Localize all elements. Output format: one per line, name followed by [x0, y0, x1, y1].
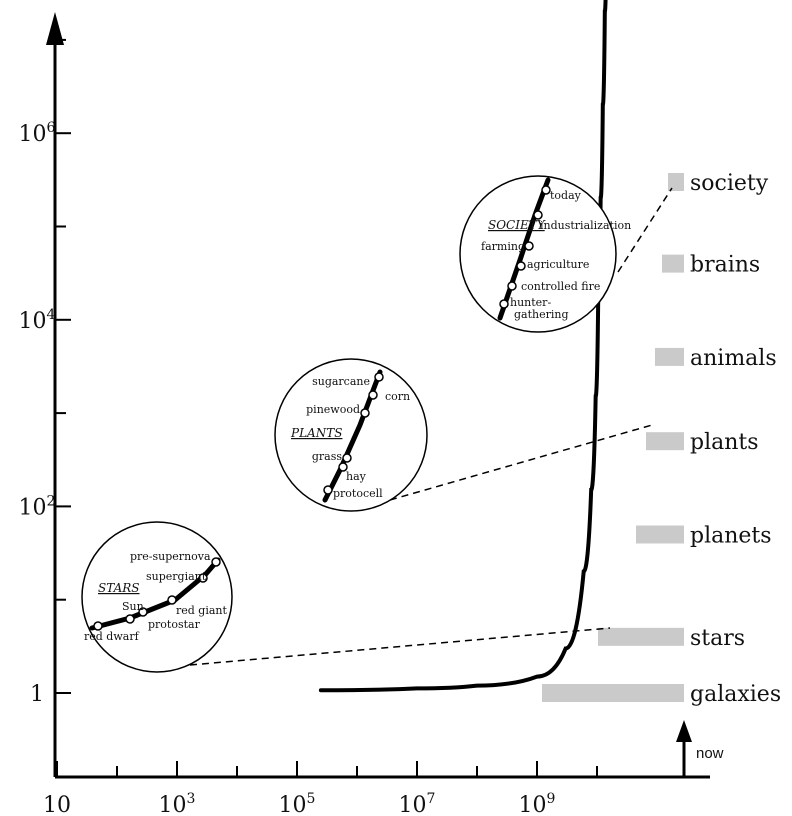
- inset-point: [360, 408, 370, 418]
- inset-point: [533, 210, 543, 220]
- inset-point-label: protocell: [333, 487, 383, 500]
- y-tick-label: 104: [19, 307, 56, 334]
- inset-point-label: sugarcane: [312, 375, 370, 388]
- inset-point: [374, 372, 384, 382]
- inset-point: [516, 261, 526, 271]
- main-curve: [318, 0, 608, 693]
- inset-point-label: red giant: [176, 604, 228, 617]
- inset-connector: [189, 627, 611, 666]
- y-axis-arrow: [46, 12, 64, 45]
- inset-point-label: pinewood: [306, 403, 360, 416]
- category-label: planets: [690, 523, 772, 548]
- category-band: [668, 172, 684, 191]
- inset-point: [211, 557, 221, 567]
- inset-point: [125, 614, 135, 624]
- category-band: [542, 684, 684, 702]
- x-tick-label: 103: [159, 791, 196, 816]
- inset-connector: [617, 187, 673, 273]
- category-label: galaxies: [690, 682, 781, 707]
- y-tick-label: 102: [19, 493, 56, 520]
- category-band: [646, 432, 684, 451]
- inset-circle: [81, 521, 233, 673]
- inset-point-label: today: [550, 189, 582, 202]
- now-marker-arrow: [676, 720, 692, 742]
- inset-point-label: agriculture: [527, 258, 589, 271]
- x-tick-label: 109: [519, 791, 556, 816]
- category-label: brains: [690, 253, 760, 278]
- inset-point: [338, 462, 348, 472]
- inset-point: [541, 185, 551, 195]
- x-tick-label: 105: [279, 791, 316, 816]
- category-label: plants: [690, 430, 759, 455]
- inset-connector: [389, 424, 653, 501]
- inset-point-label: supergiant: [146, 570, 207, 583]
- inset-title: STARS: [98, 581, 140, 595]
- inset-point-label: hay: [346, 470, 367, 483]
- category-band: [636, 525, 684, 544]
- inset-point: [138, 607, 148, 617]
- inset-point-label: Sun: [122, 600, 144, 613]
- inset-circle: [459, 175, 617, 333]
- inset-title: PLANTS: [290, 426, 342, 440]
- y-tick-label: 1: [30, 682, 44, 707]
- inset-title: SOCIETY: [488, 218, 546, 232]
- x-tick-label: 10: [43, 793, 71, 816]
- inset-point-label: grass: [312, 450, 343, 463]
- x-tick-label: 107: [399, 791, 436, 816]
- category-band: [662, 254, 684, 273]
- inset-point: [507, 281, 517, 291]
- inset-point-label: red dwarf: [84, 630, 140, 643]
- inset-point-label: controlled fire: [521, 280, 600, 293]
- inset-point-label: hunter-gathering: [510, 296, 569, 321]
- inset-point-label: industrialization: [540, 219, 631, 232]
- inset-point-label: protostar: [148, 618, 201, 631]
- inset-point-label: farming: [481, 240, 525, 253]
- category-label: stars: [690, 626, 745, 651]
- inset-point: [93, 621, 103, 631]
- inset-circle: [274, 358, 428, 512]
- inset-point-label: pre-supernova: [130, 550, 211, 563]
- category-label: society: [690, 171, 769, 196]
- category-band: [598, 627, 684, 646]
- inset-point: [323, 485, 333, 495]
- now-label: now: [696, 745, 724, 762]
- category-label: animals: [690, 346, 777, 371]
- y-tick-label: 106: [19, 120, 56, 147]
- inset-point: [167, 595, 177, 605]
- inset-point: [368, 390, 378, 400]
- inset-point: [499, 299, 509, 309]
- inset-point: [524, 241, 534, 251]
- category-band: [655, 347, 684, 366]
- inset-point: [198, 573, 208, 583]
- inset-point-label: corn: [385, 390, 410, 403]
- inset-point: [342, 453, 352, 463]
